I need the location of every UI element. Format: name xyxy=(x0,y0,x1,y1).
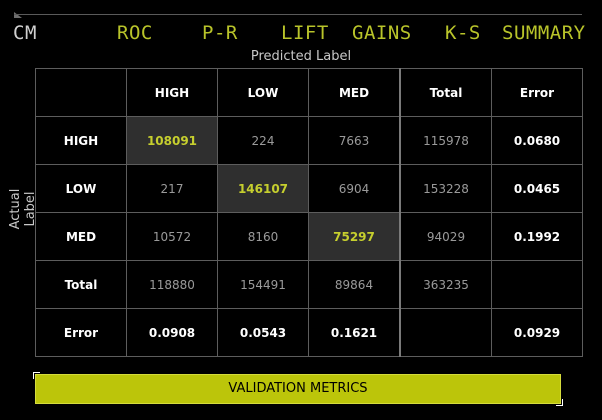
cell-error-low: 0.0543 xyxy=(217,308,309,357)
corner-bracket-top-left xyxy=(33,372,40,379)
cell-high-low: 224 xyxy=(217,116,309,165)
predicted-label-axis-title: Predicted Label xyxy=(250,49,352,64)
cell-low-low: 146107 xyxy=(217,164,309,213)
corner-bracket-bottom-right xyxy=(556,399,563,406)
validation-metrics-wrapper: VALIDATION METRICS xyxy=(33,372,563,406)
tab-ks[interactable]: K-S xyxy=(445,22,481,44)
tab-pr[interactable]: P-R xyxy=(202,22,238,44)
col-header-total: Total xyxy=(399,68,492,117)
row-header-error: Error xyxy=(35,308,127,357)
tab-cm[interactable]: CM xyxy=(13,22,37,44)
cell-low-med: 6904 xyxy=(308,164,401,213)
cell-total-error xyxy=(491,260,583,309)
matrix-row-high: HIGH 108091 224 7663 115978 0.0680 xyxy=(35,116,583,165)
matrix-row-med: MED 10572 8160 75297 94029 0.1992 xyxy=(35,212,583,261)
col-header-low: LOW xyxy=(217,68,309,117)
row-header-high: HIGH xyxy=(35,116,127,165)
tab-gains[interactable]: GAINS xyxy=(352,22,412,44)
cell-total-med: 89864 xyxy=(308,260,401,309)
cell-high-error: 0.0680 xyxy=(491,116,583,165)
tab-roc[interactable]: ROC xyxy=(117,22,153,44)
top-corner-marker xyxy=(14,12,22,18)
cell-error-error: 0.0929 xyxy=(491,308,583,357)
cell-low-total: 153228 xyxy=(399,164,492,213)
validation-metrics-button[interactable]: VALIDATION METRICS xyxy=(35,374,561,404)
cell-high-high: 108091 xyxy=(126,116,218,165)
col-header-high: HIGH xyxy=(126,68,218,117)
cell-low-error: 0.0465 xyxy=(491,164,583,213)
row-header-low: LOW xyxy=(35,164,127,213)
cell-med-high: 10572 xyxy=(126,212,218,261)
matrix-row-error: Error 0.0908 0.0543 0.1621 0.0929 xyxy=(35,308,583,357)
top-divider xyxy=(14,14,582,15)
cell-total-total: 363235 xyxy=(399,260,492,309)
cell-med-total: 94029 xyxy=(399,212,492,261)
matrix-corner-cell xyxy=(35,68,127,117)
tab-summary[interactable]: SUMMARY xyxy=(502,22,586,44)
cell-total-high: 118880 xyxy=(126,260,218,309)
matrix-row-total: Total 118880 154491 89864 363235 xyxy=(35,260,583,309)
row-header-med: MED xyxy=(35,212,127,261)
row-header-total: Total xyxy=(35,260,127,309)
tab-lift[interactable]: LIFT xyxy=(281,22,329,44)
cell-error-total xyxy=(399,308,492,357)
actual-label-axis-title: Actual Label xyxy=(8,188,38,230)
cell-total-low: 154491 xyxy=(217,260,309,309)
cell-error-med: 0.1621 xyxy=(308,308,401,357)
cell-high-med: 7663 xyxy=(308,116,401,165)
col-header-error: Error xyxy=(491,68,583,117)
cell-med-med: 75297 xyxy=(308,212,401,261)
col-header-med: MED xyxy=(308,68,401,117)
matrix-header-row: HIGH LOW MED Total Error xyxy=(35,68,583,117)
cell-high-total: 115978 xyxy=(399,116,492,165)
confusion-matrix: HIGH LOW MED Total Error HIGH 108091 224… xyxy=(35,68,583,357)
cell-low-high: 217 xyxy=(126,164,218,213)
matrix-row-low: LOW 217 146107 6904 153228 0.0465 xyxy=(35,164,583,213)
cell-med-error: 0.1992 xyxy=(491,212,583,261)
cell-med-low: 8160 xyxy=(217,212,309,261)
cell-error-high: 0.0908 xyxy=(126,308,218,357)
metric-tabs: CM ROC P-R LIFT GAINS K-S SUMMARY xyxy=(0,22,602,48)
